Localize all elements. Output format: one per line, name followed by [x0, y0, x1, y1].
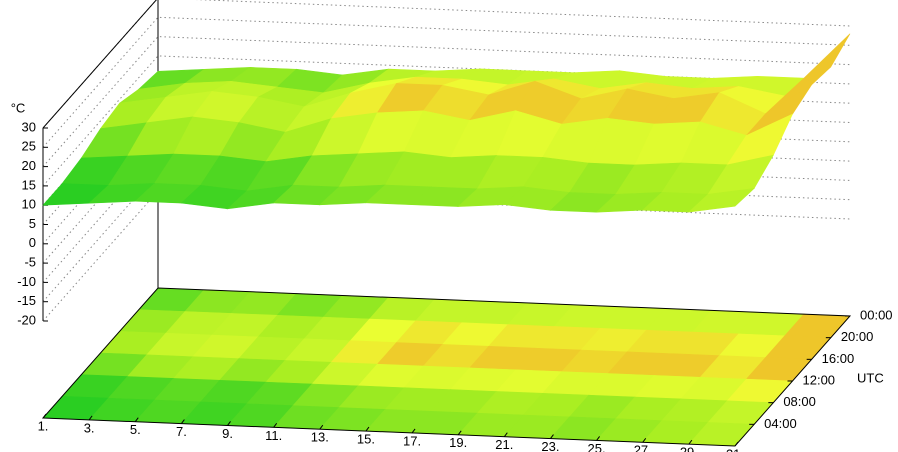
- x-tick-label: 17.: [403, 433, 421, 448]
- y-axis-label: UTC: [857, 370, 884, 385]
- x-tick: [596, 436, 600, 441]
- x-tick: [134, 417, 139, 423]
- y-tick-label: 04:00: [764, 416, 797, 431]
- x-tick: [411, 428, 416, 434]
- grid-line: [42, 0, 851, 129]
- y-tick-label: 20:00: [841, 329, 874, 344]
- x-tick-label: 9.: [222, 426, 233, 441]
- x-tick-label: 27.: [634, 443, 652, 452]
- x-tick-label: 5.: [130, 422, 141, 437]
- x-tick: [550, 434, 554, 439]
- z-tick-label: 25: [22, 139, 36, 154]
- z-tick-label: 5: [29, 216, 36, 231]
- y-tick-label: 16:00: [822, 351, 855, 366]
- z-axis-label: °C: [11, 100, 26, 115]
- surface-cell: [687, 187, 756, 213]
- z-tick-label: 15: [22, 177, 36, 192]
- x-tick: [734, 441, 739, 447]
- x-tick: [180, 419, 185, 424]
- x-tick: [365, 426, 370, 432]
- x-tick: [503, 432, 508, 437]
- grid-line: [42, 16, 851, 148]
- x-tick: [457, 430, 462, 436]
- y-tick-label: 00:00: [860, 307, 893, 322]
- x-tick: [688, 439, 693, 445]
- x-tick-label: 19.: [449, 435, 467, 450]
- x-tick-label: 1.: [38, 418, 49, 433]
- y-tick-label: 08:00: [783, 394, 816, 409]
- x-tick-label: 31.: [726, 446, 744, 452]
- z-tick-label: 10: [22, 197, 36, 212]
- x-tick: [319, 424, 324, 430]
- x-tick-label: 21.: [495, 437, 513, 452]
- x-tick-label: 13.: [311, 430, 329, 445]
- x-tick-label: 3.: [84, 420, 95, 435]
- x-tick: [88, 415, 93, 421]
- x-tick-label: 11.: [265, 428, 282, 443]
- z-tick-label: 30: [22, 119, 36, 134]
- z-tick-label: -5: [24, 255, 36, 270]
- x-tick-label: 7.: [176, 424, 187, 439]
- x-tick-label: 25.: [588, 441, 606, 452]
- x-tick-label: 23.: [541, 439, 559, 452]
- x-tick: [227, 421, 231, 426]
- z-tick-label: -15: [17, 293, 36, 308]
- x-tick: [273, 423, 278, 428]
- x-tick: [642, 437, 647, 443]
- x-tick-label: 29.: [680, 445, 698, 452]
- z-tick-label: 20: [22, 158, 36, 173]
- x-tick: [42, 413, 47, 419]
- y-tick-label: 12:00: [803, 372, 836, 387]
- z-tick-label: 0: [29, 235, 36, 250]
- frame: [42, 0, 157, 129]
- x-tick-label: 15.: [357, 432, 375, 447]
- z-tick-label: -20: [17, 312, 36, 327]
- grid-line: [42, 36, 851, 167]
- z-tick-label: -10: [17, 274, 36, 289]
